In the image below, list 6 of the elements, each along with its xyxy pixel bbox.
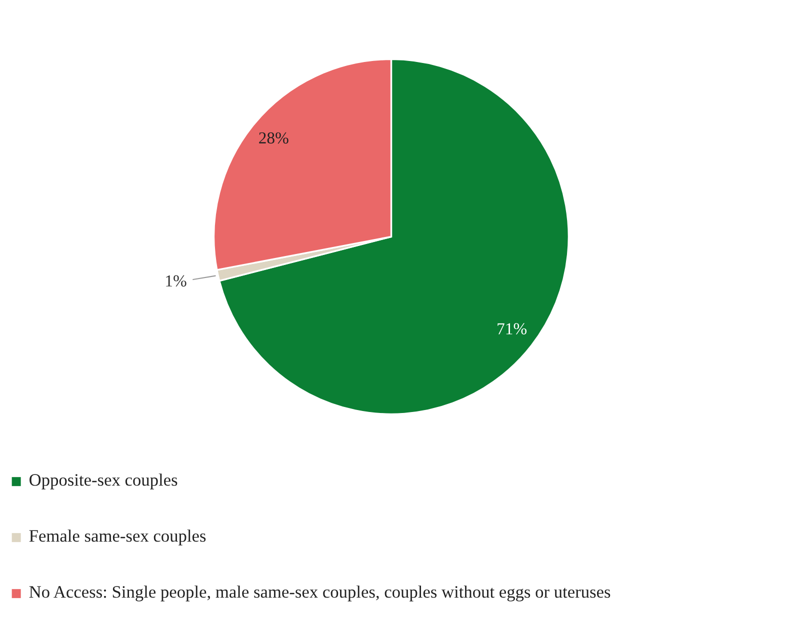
legend-label: Female same-sex couples	[29, 530, 206, 546]
legend-label: No Access: Single people, male same-sex couples, couples without eggs or uteruses	[29, 586, 610, 602]
data-label: 1%	[166, 275, 186, 287]
data-label: 28%	[259, 132, 288, 144]
legend-label: Opposite-sex couples	[30, 474, 178, 490]
data-label: 71%	[498, 323, 527, 334]
